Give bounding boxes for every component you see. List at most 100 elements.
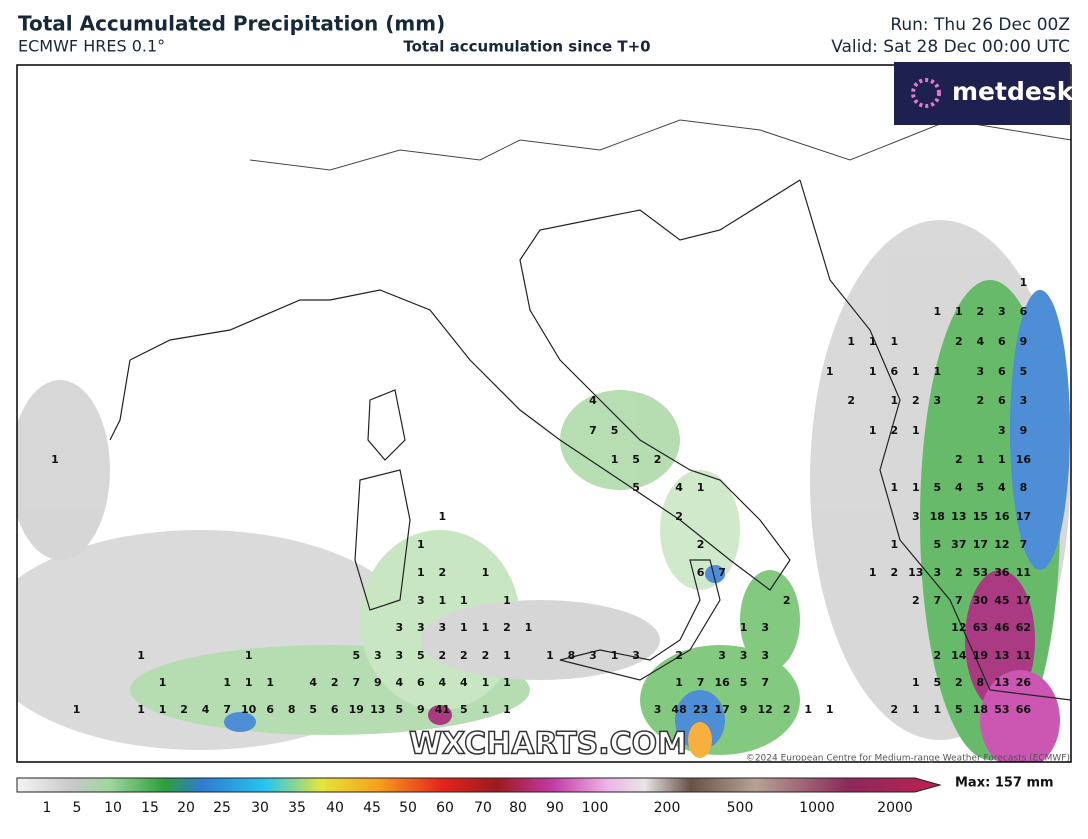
map-value-label: 2 xyxy=(503,621,511,634)
map-value-label: 9 xyxy=(1020,424,1028,437)
copyright: ©2024 European Centre for Medium-range W… xyxy=(746,754,1070,764)
map-value-label: 5 xyxy=(933,676,941,689)
map-value-label: 1 xyxy=(503,594,511,607)
map-value-label: 8 xyxy=(288,703,296,716)
map-value-label: 1 xyxy=(503,649,511,662)
colorbar-tick-label: 2000 xyxy=(877,800,913,816)
map-value-label: 1 xyxy=(869,335,877,348)
map-value-label: 2 xyxy=(955,676,963,689)
map-value-label: 5 xyxy=(352,649,360,662)
map-value-label: 2 xyxy=(654,453,662,466)
map-value-label: 1 xyxy=(503,703,511,716)
map-value-label: 11 xyxy=(1016,649,1031,662)
map-value-label: 1 xyxy=(912,365,920,378)
map-value-label: 1 xyxy=(611,453,619,466)
map-value-label: 7 xyxy=(761,676,769,689)
map-value-label: 17 xyxy=(1016,510,1031,523)
map-value-label: 17 xyxy=(714,703,729,716)
map-value-label: 1 xyxy=(611,649,619,662)
colorbar-tick-label: 70 xyxy=(474,800,492,816)
map-value-label: 5 xyxy=(933,481,941,494)
map-value-label: 8 xyxy=(1020,481,1028,494)
map-value-label: 15 xyxy=(973,510,988,523)
map-value-label: 1 xyxy=(675,676,683,689)
map-value-label: 6 xyxy=(998,335,1006,348)
map-value-label: 16 xyxy=(1016,453,1032,466)
map-value-label: 17 xyxy=(973,538,988,551)
map-value-label: 4 xyxy=(460,676,468,689)
map-value-label: 7 xyxy=(589,424,597,437)
map-value-label: 2 xyxy=(180,703,188,716)
map-value-label: 46 xyxy=(994,621,1010,634)
map-value-label: 2 xyxy=(955,335,963,348)
map-value-label: 1 xyxy=(482,566,490,579)
map-value-label: 3 xyxy=(998,305,1006,318)
colorbar-tick-label: 45 xyxy=(363,800,381,816)
map-value-label: 5 xyxy=(309,703,317,716)
map-value-label: 2 xyxy=(439,566,447,579)
map-value-label: 2 xyxy=(890,424,898,437)
map-value-label: 13 xyxy=(994,649,1009,662)
map-value-label: 2 xyxy=(977,394,985,407)
map-value-label: 1 xyxy=(159,676,167,689)
map-value-label: 45 xyxy=(994,594,1009,607)
map-value-label: 1 xyxy=(460,621,468,634)
map-value-label: 3 xyxy=(589,649,597,662)
map-value-label: 3 xyxy=(654,703,662,716)
map-value-label: 3 xyxy=(374,649,382,662)
map-value-label: 2 xyxy=(460,649,468,662)
map-value-label: 3 xyxy=(998,424,1006,437)
map-value-label: 6 xyxy=(890,365,898,378)
colorbar-tick-label: 1000 xyxy=(799,800,835,816)
map-value-label: 37 xyxy=(951,538,966,551)
map-value-label: 26 xyxy=(1016,676,1032,689)
colorbar-tick-label: 90 xyxy=(546,800,564,816)
map-value-label: 14 xyxy=(951,649,967,662)
map-value-label: 2 xyxy=(890,703,898,716)
map-value-label: 7 xyxy=(1020,538,1028,551)
map-value-label: 2 xyxy=(783,703,791,716)
map-value-label: 5 xyxy=(632,481,640,494)
map-value-label: 1 xyxy=(460,594,468,607)
colorbar-max: Max: 157 mm xyxy=(955,776,1054,791)
colorbar-tick-label: 30 xyxy=(251,800,269,816)
map-value-label: 1 xyxy=(869,424,877,437)
map-value-label: 1 xyxy=(847,335,855,348)
map-value-label: 2 xyxy=(783,594,791,607)
map-value-label: 4 xyxy=(955,481,963,494)
map-value-label: 1 xyxy=(73,703,81,716)
map-value-label: 6 xyxy=(266,703,274,716)
map-value-label: 1 xyxy=(482,676,490,689)
map-value-label: 3 xyxy=(912,510,920,523)
map-value-label: 3 xyxy=(395,621,403,634)
map-value-label: 3 xyxy=(439,621,447,634)
map-value-label: 5 xyxy=(460,703,468,716)
map-value-label: 2 xyxy=(977,305,985,318)
map-value-label: 1 xyxy=(245,676,253,689)
logo: metdesk xyxy=(952,77,1075,106)
colorbar-tick-label: 50 xyxy=(399,800,417,816)
map-value-label: 2 xyxy=(912,594,920,607)
map-value-label: 6 xyxy=(331,703,339,716)
map-value-label: 1 xyxy=(955,305,963,318)
colorbar-tick-label: 35 xyxy=(288,800,306,816)
map-value-label: 7 xyxy=(223,703,231,716)
map-value-label: 1 xyxy=(933,365,941,378)
map-value-label: 1 xyxy=(869,365,877,378)
map-value-label: 13 xyxy=(370,703,385,716)
map-value-label: 4 xyxy=(998,481,1006,494)
map-value-label: 1 xyxy=(159,703,167,716)
colorbar-tick-label: 10 xyxy=(104,800,122,816)
map-value-label: 1 xyxy=(890,394,898,407)
map-value-label: 17 xyxy=(1016,594,1031,607)
map-value-label: 11 xyxy=(1016,566,1031,579)
map-value-label: 4 xyxy=(309,676,317,689)
map-value-label: 53 xyxy=(973,566,988,579)
map-value-label: 6 xyxy=(1020,305,1028,318)
map-value-label: 1 xyxy=(869,566,877,579)
map-value-label: 3 xyxy=(933,394,941,407)
map-value-label: 1 xyxy=(137,649,145,662)
map-value-label: 5 xyxy=(933,538,941,551)
map-value-label: 3 xyxy=(933,566,941,579)
map-value-label: 4 xyxy=(977,335,985,348)
